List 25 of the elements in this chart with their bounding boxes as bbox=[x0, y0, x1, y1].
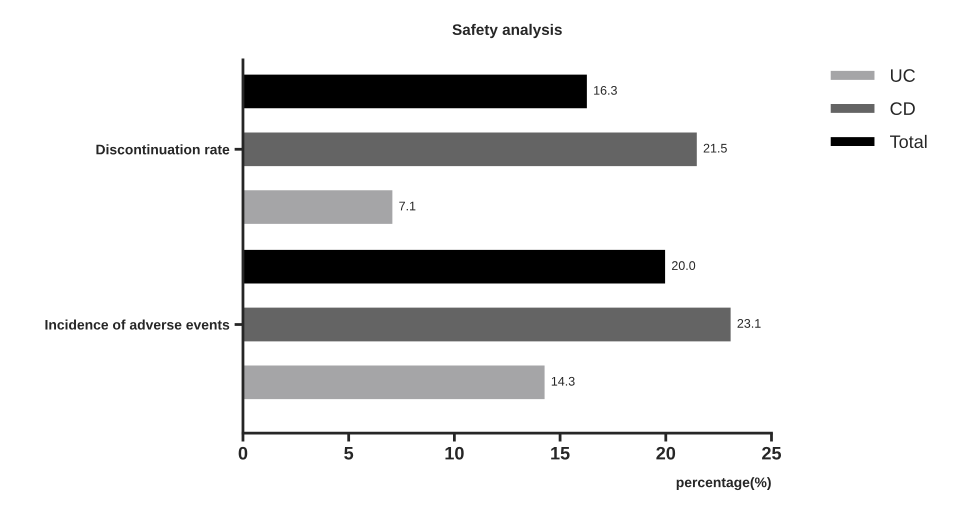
bar bbox=[242, 188, 394, 226]
data-label: 16.3 bbox=[594, 86, 617, 95]
bar bbox=[242, 364, 546, 401]
bar bbox=[242, 306, 732, 343]
data-label: 7.1 bbox=[399, 202, 416, 210]
chart-title: Safety analysis bbox=[452, 24, 562, 38]
y-tick-label: Incidence of adverse events bbox=[45, 319, 230, 330]
legend-label: CD bbox=[890, 102, 915, 116]
data-label: 14.3 bbox=[552, 376, 575, 386]
x-tick-label: 20 bbox=[656, 446, 676, 460]
data-label: 23.1 bbox=[738, 319, 761, 328]
x-axis-title: percentage(%) bbox=[676, 477, 771, 490]
legend-label: UC bbox=[891, 69, 915, 82]
x-tick-label: 15 bbox=[551, 447, 570, 460]
bar bbox=[242, 73, 588, 110]
x-tick-label: 5 bbox=[344, 447, 354, 460]
x-tick-label: 0 bbox=[238, 446, 248, 460]
legend-label: Total bbox=[890, 134, 927, 148]
data-label: 20.0 bbox=[672, 261, 696, 270]
x-tick-label: 25 bbox=[762, 446, 782, 460]
bar bbox=[242, 248, 666, 285]
x-tick-label: 10 bbox=[445, 446, 464, 460]
bar bbox=[242, 131, 698, 168]
data-label: 21.5 bbox=[704, 144, 727, 153]
y-tick-label: Discontinuation rate bbox=[96, 144, 230, 154]
